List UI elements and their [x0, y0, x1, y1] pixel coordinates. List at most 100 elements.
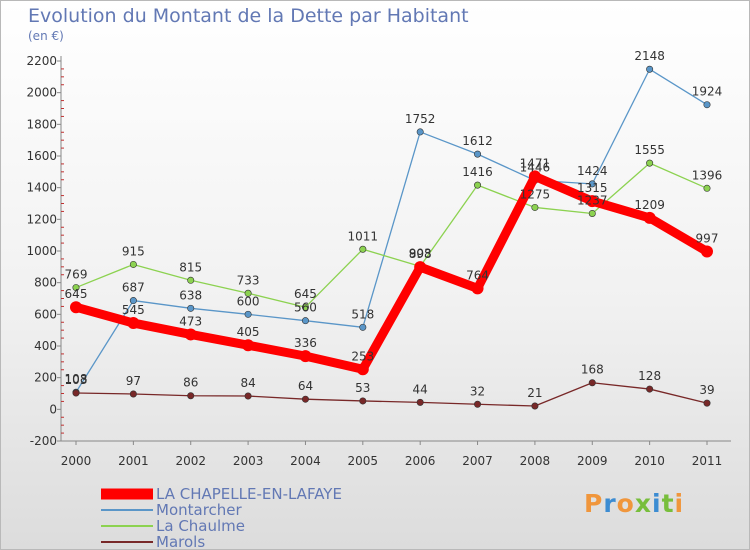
data-label: 1924	[692, 85, 723, 99]
x-tick-label: 2003	[233, 454, 264, 468]
y-tick-label: 400	[34, 339, 57, 353]
x-tick-label: 2001	[118, 454, 149, 468]
y-tick-label: 800	[34, 276, 57, 290]
data-point	[414, 261, 427, 274]
data-label: 336	[294, 336, 317, 350]
x-tick-label: 2011	[692, 454, 723, 468]
y-tick-label: 1000	[26, 244, 57, 258]
x-tick-label: 2005	[348, 454, 379, 468]
x-tick-label: 2000	[61, 454, 92, 468]
data-point	[359, 397, 367, 405]
data-label: 1396	[692, 168, 723, 182]
logo-letter: i	[674, 489, 685, 518]
data-point	[244, 310, 252, 318]
y-tick-label: 600	[34, 307, 57, 321]
data-point	[244, 392, 252, 400]
data-label: 473	[179, 314, 202, 328]
data-point	[646, 65, 654, 73]
data-point	[588, 379, 596, 387]
series-line-montarcher	[75, 68, 708, 393]
series-line-la-chaulme	[75, 162, 708, 308]
data-label: 53	[355, 381, 370, 395]
data-point	[703, 184, 711, 192]
data-point	[129, 390, 137, 398]
data-point	[646, 385, 654, 393]
data-label: 1275	[520, 187, 551, 201]
data-point	[129, 297, 137, 305]
data-label: 103	[65, 373, 88, 387]
data-point	[184, 328, 197, 341]
x-tick-label: 2008	[520, 454, 551, 468]
legend-swatch-la-chapelle-en-lafaye	[101, 488, 153, 500]
data-point	[301, 317, 309, 325]
y-tick-label: 1400	[26, 181, 57, 195]
data-label: 2148	[634, 49, 665, 63]
data-label: 1209	[634, 198, 665, 212]
data-label: 687	[122, 281, 145, 295]
data-label: 1446	[520, 160, 551, 174]
data-label: 1011	[348, 229, 379, 243]
y-tick-label: 1800	[26, 117, 57, 131]
series-line-marols	[75, 382, 708, 407]
legend-swatch-marols	[101, 541, 153, 543]
data-label: 1555	[634, 143, 665, 157]
data-point	[701, 245, 713, 258]
chart-title: Evolution du Montant de la Dette par Hab…	[28, 5, 469, 27]
data-label: 545	[122, 303, 145, 317]
data-label: 898	[409, 247, 432, 261]
data-label: 405	[237, 325, 260, 339]
data-label: 1612	[462, 134, 493, 148]
data-point	[70, 301, 82, 314]
data-point	[643, 211, 656, 224]
data-label: 600	[237, 294, 260, 308]
data-label: 97	[126, 374, 141, 388]
series-montarcher	[72, 65, 711, 396]
data-point	[187, 276, 195, 284]
data-label: 84	[240, 376, 255, 390]
data-point	[359, 323, 367, 331]
data-label: 1424	[577, 164, 608, 178]
data-label: 997	[696, 231, 719, 245]
data-label: 108	[65, 372, 88, 386]
y-tick-label: -200	[30, 434, 57, 448]
series-la-chapelle-en-lafaye	[70, 170, 713, 376]
data-label: 903	[409, 246, 432, 260]
data-label: 86	[183, 376, 198, 390]
data-label: 1315	[577, 181, 608, 195]
legend-label-la-chaulme: La Chaulme	[156, 517, 246, 535]
data-point	[531, 402, 539, 410]
x-tick-label: 2007	[462, 454, 493, 468]
data-point	[187, 304, 195, 312]
data-point	[703, 399, 711, 407]
legend-label-marols: Marols	[156, 533, 206, 550]
data-label: 168	[581, 363, 604, 377]
data-point	[301, 395, 309, 403]
series-marols	[72, 379, 711, 410]
chart-subtitle: (en €)	[28, 29, 64, 43]
data-label: 815	[179, 260, 202, 274]
x-tick-label: 2004	[290, 454, 321, 468]
data-label: 21	[527, 386, 542, 400]
data-label: 128	[638, 369, 661, 383]
data-point	[474, 400, 482, 408]
x-tick-label: 2006	[405, 454, 436, 468]
data-label: 560	[294, 301, 317, 315]
data-label: 769	[65, 268, 88, 282]
data-label: 1752	[405, 112, 436, 126]
data-point	[586, 195, 599, 208]
data-label: 518	[351, 307, 374, 321]
proxiti-logo: Proxiti	[584, 489, 684, 518]
data-label: 645	[294, 287, 317, 301]
x-tick-label: 2002	[175, 454, 206, 468]
data-point	[244, 289, 252, 297]
data-point	[646, 159, 654, 167]
y-tick-label: 0	[49, 402, 57, 416]
logo-letter: i	[652, 489, 662, 518]
y-tick-label: 2000	[26, 86, 57, 100]
data-point	[588, 180, 596, 188]
data-point	[588, 209, 596, 217]
data-label: 1237	[577, 193, 608, 207]
data-label: 39	[699, 383, 714, 397]
